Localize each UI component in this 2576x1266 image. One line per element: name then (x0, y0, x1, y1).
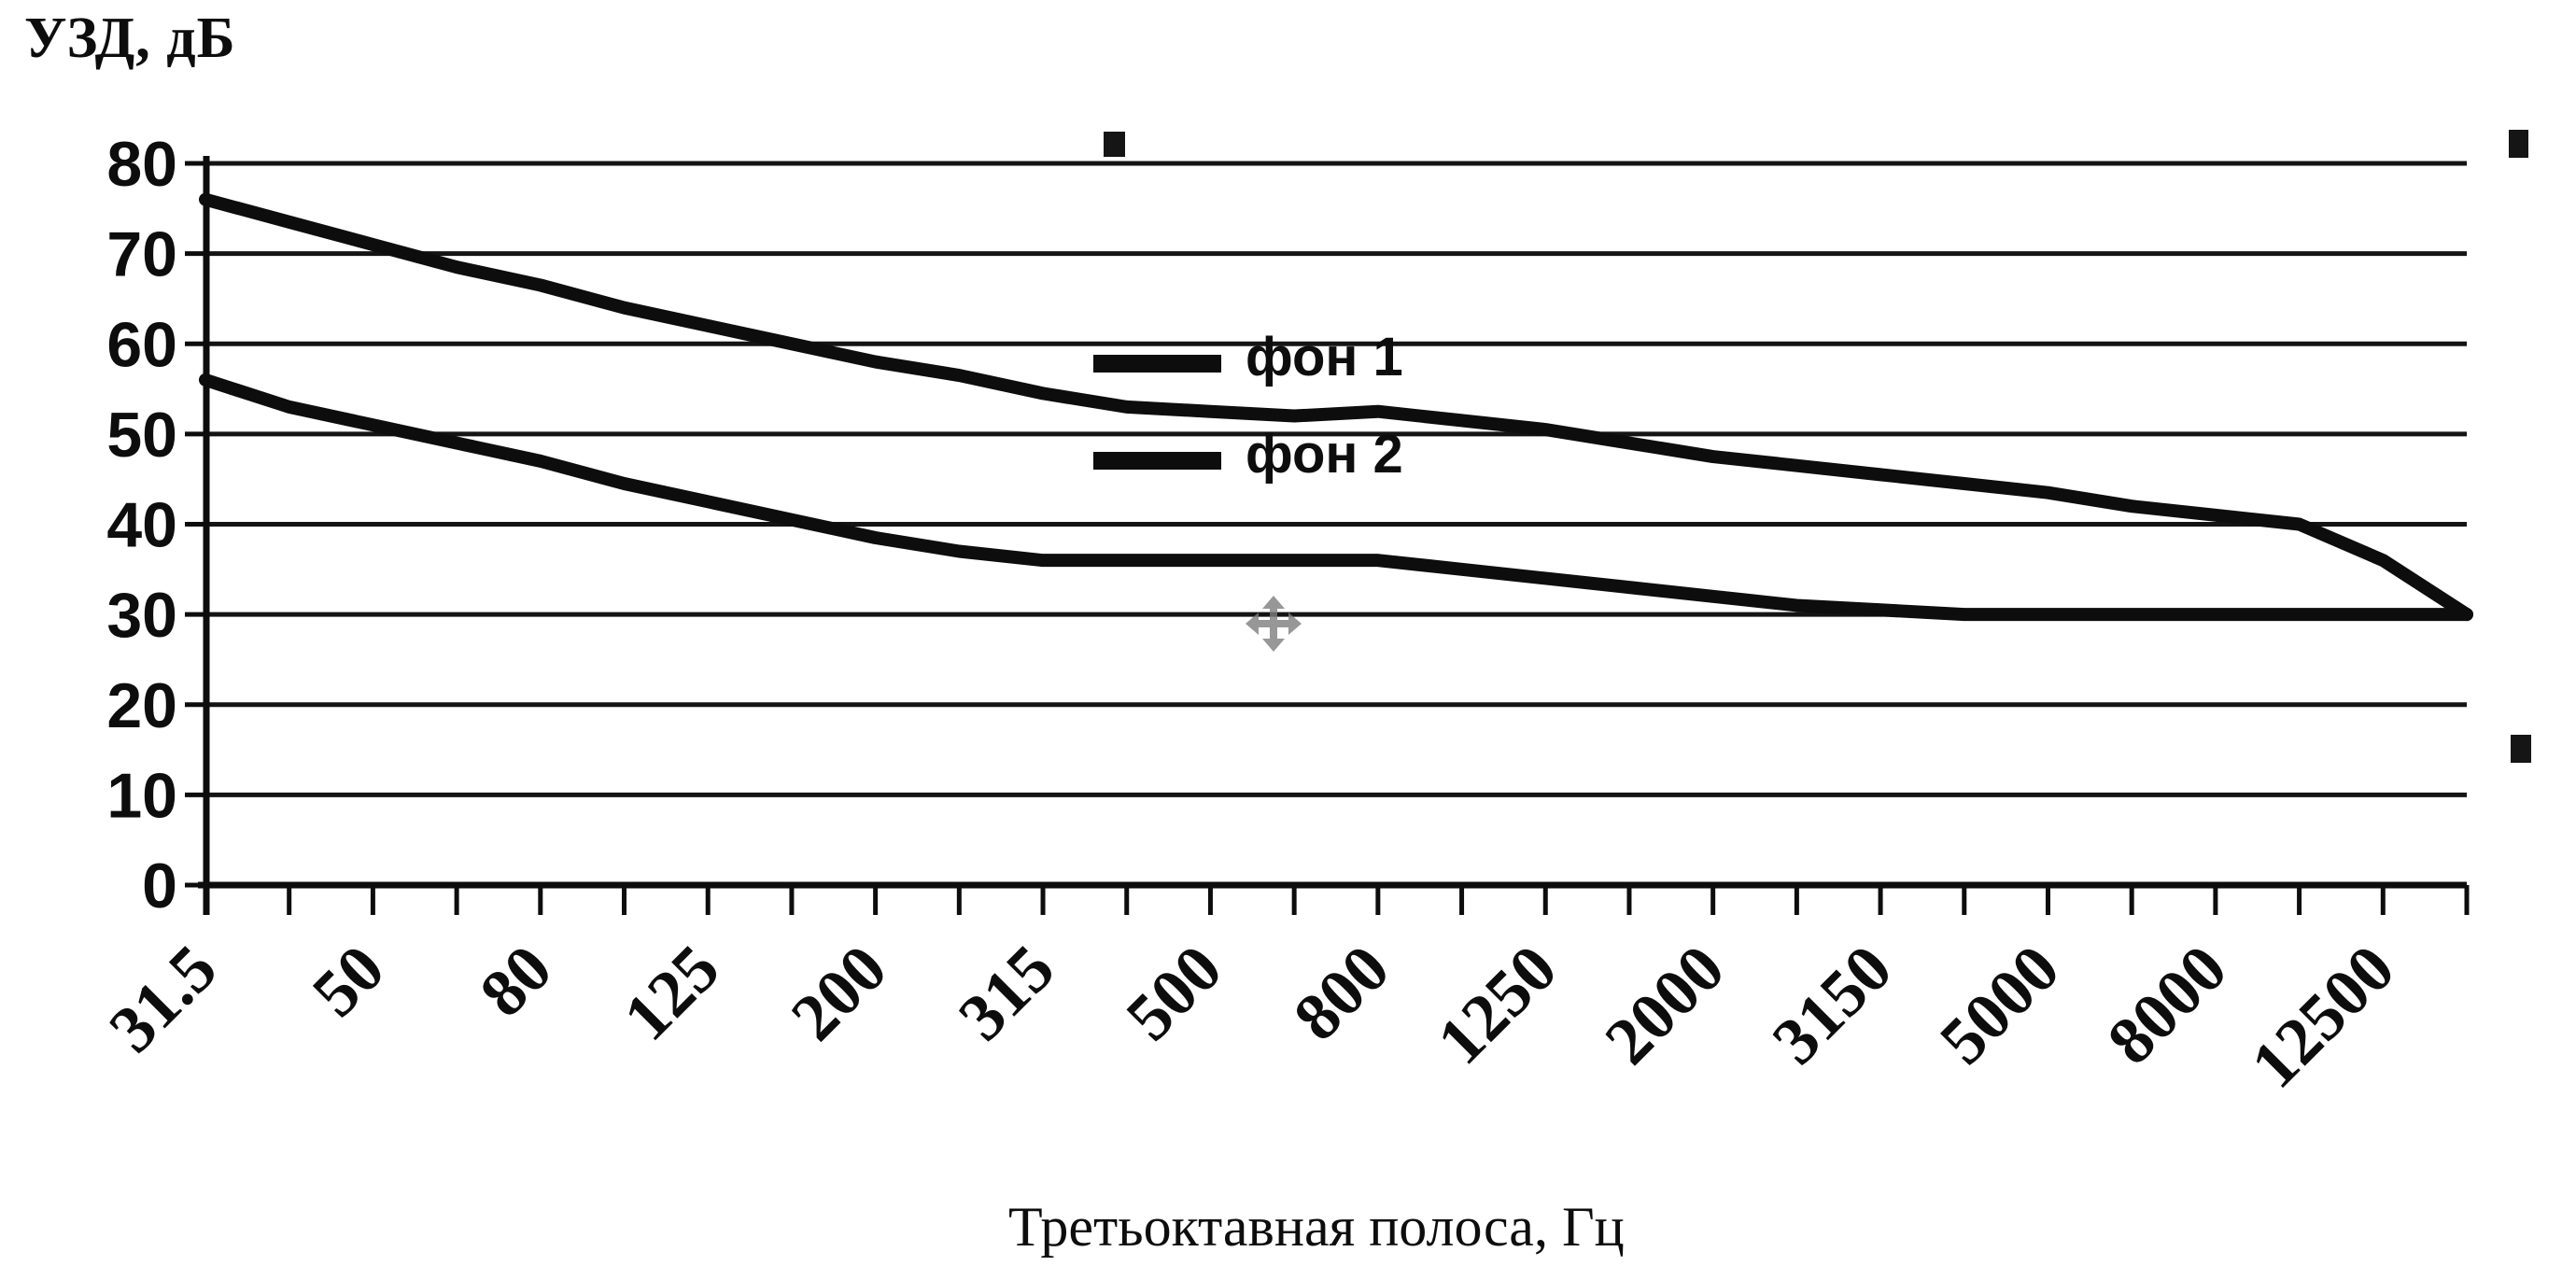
legend-item-fon-2[interactable]: фон 2 (1093, 428, 1403, 482)
legend-swatch-fon-2 (1093, 451, 1221, 470)
y-tick-label-30: 30 (106, 580, 177, 651)
x-tick-label-80: 80 (466, 931, 566, 1031)
x-tick-label-800: 800 (1279, 931, 1403, 1055)
move-cursor-icon (1246, 596, 1302, 652)
legend-swatch-fon-1 (1093, 354, 1221, 373)
y-tick-label-10: 10 (106, 760, 177, 831)
y-axis-title: УЗД, дБ (24, 7, 236, 70)
y-tick-label-40: 40 (106, 490, 177, 561)
x-tick-label-315: 315 (944, 931, 1068, 1055)
x-tick-label-50: 50 (298, 931, 398, 1031)
x-tick-label-1250: 1250 (1423, 931, 1570, 1078)
x-tick-label-5000: 5000 (1925, 931, 2073, 1078)
series-line-fon-1 (199, 192, 2473, 622)
series-line-fon-2 (199, 373, 2473, 622)
x-tick-label-31.5: 31.5 (95, 931, 232, 1067)
selection-handle-top-center[interactable] (1104, 132, 1125, 157)
x-tick-label-500: 500 (1112, 931, 1236, 1055)
y-tick-label-70: 70 (106, 219, 177, 290)
x-axis-title: Третьоктавная полоса, Гц (1008, 1196, 1625, 1258)
legend-label-fon-1: фон 1 (1246, 327, 1403, 387)
legend-label-fon-2: фон 2 (1246, 424, 1403, 485)
x-tick-label-3150: 3150 (1758, 931, 1906, 1078)
y-tick-label-50: 50 (106, 400, 177, 471)
selection-handle-right-middle[interactable] (2511, 735, 2531, 763)
y-tick-label-60: 60 (106, 309, 177, 380)
legend-item-fon-1[interactable]: фон 1 (1093, 331, 1403, 385)
x-tick-label-200: 200 (777, 931, 901, 1055)
y-tick-label-80: 80 (106, 129, 177, 200)
selection-handle-top-right[interactable] (2509, 130, 2528, 158)
y-tick-label-0: 0 (142, 851, 177, 921)
x-tick-label-2000: 2000 (1591, 931, 1738, 1078)
x-tick-label-12500: 12500 (2237, 931, 2409, 1103)
x-tick-label-8000: 8000 (2093, 931, 2241, 1078)
y-tick-label-20: 20 (106, 670, 177, 741)
x-tick-label-125: 125 (610, 931, 734, 1055)
